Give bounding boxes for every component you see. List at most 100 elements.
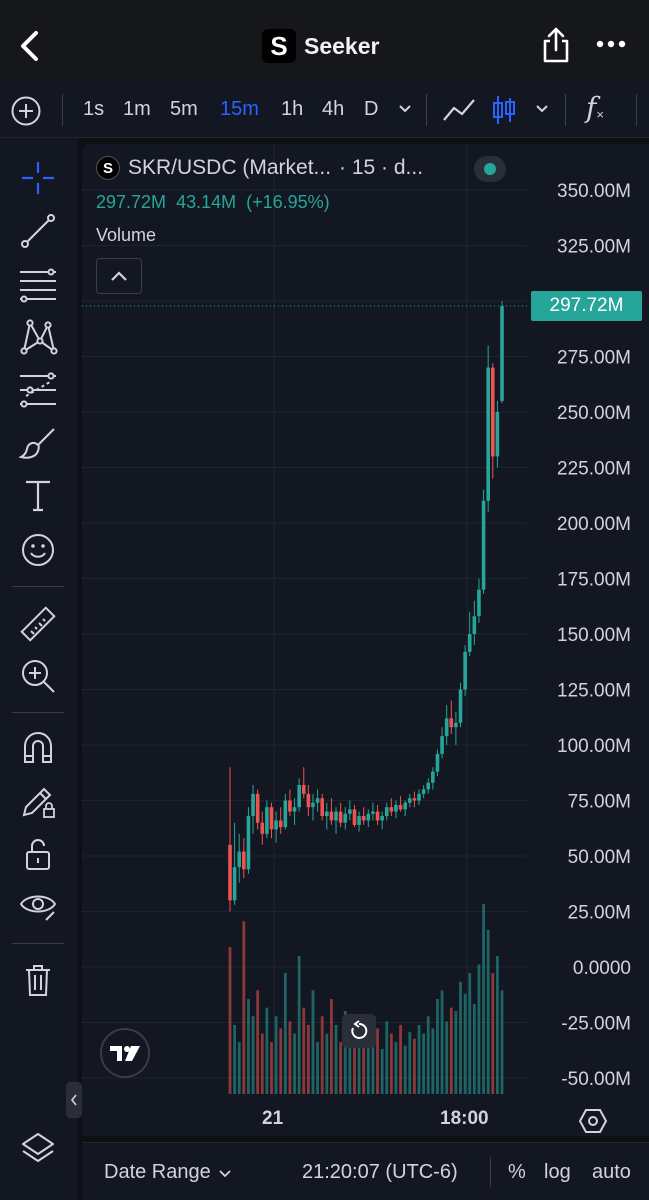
volume-bar — [422, 1033, 426, 1094]
status-dot-icon — [484, 163, 496, 175]
timeframe-1m[interactable]: 1m — [123, 98, 151, 120]
market-status-indicator[interactable] — [474, 156, 506, 182]
hide-drawings-tool[interactable] — [18, 886, 58, 926]
toolbar-collapse-button[interactable] — [66, 1082, 82, 1118]
volume-bar — [399, 1024, 402, 1094]
timeframe-15m[interactable]: 15m — [220, 98, 259, 120]
magnet-tool[interactable] — [18, 728, 58, 768]
price-axis-label: 0.0000 — [573, 958, 631, 979]
magnet-icon — [24, 732, 52, 763]
ruler-icon — [20, 606, 56, 642]
candle-body — [265, 807, 269, 834]
logo-letter: S — [270, 30, 288, 61]
log-scale-toggle[interactable]: log — [544, 1161, 571, 1183]
auto-scale-toggle[interactable]: auto — [592, 1161, 631, 1183]
crosshair-tool[interactable] — [18, 158, 58, 198]
candle-body — [361, 816, 366, 821]
candle-body — [500, 306, 504, 401]
candle-body — [348, 809, 352, 814]
volume-bar — [463, 993, 467, 1094]
percent-scale-toggle[interactable]: % — [508, 1161, 526, 1183]
legend-price: 297.72M — [96, 192, 167, 212]
layers-icon — [22, 1133, 54, 1162]
timeframe-5m[interactable]: 5m — [170, 98, 198, 120]
candle-body — [371, 811, 375, 814]
candle-body — [380, 816, 384, 821]
share-button[interactable] — [540, 26, 572, 64]
add-symbol-button[interactable] — [10, 95, 42, 127]
reset-chart-button[interactable] — [342, 1014, 376, 1048]
candle-body — [389, 807, 394, 812]
legend-symbol-row[interactable]: S SKR/USDC (Market... · 15 · d... — [96, 156, 423, 180]
volume-bar — [247, 999, 250, 1094]
volume-bar — [468, 973, 472, 1094]
candle-body — [490, 367, 495, 457]
indicators-button[interactable]: f × — [586, 91, 604, 124]
volume-bar — [288, 1021, 292, 1094]
volume-bar — [436, 999, 439, 1094]
remove-drawings-tool[interactable] — [18, 960, 58, 1000]
time-axis-label: 18:00 — [440, 1108, 489, 1129]
candle-body — [343, 813, 348, 823]
zoom-tool[interactable] — [18, 656, 58, 696]
chart-panel[interactable]: 350.00M 325.00M 275.00M 250.00M 225.00M 200.0… — [82, 144, 649, 1136]
candle-body — [412, 798, 417, 801]
trend-line-tool[interactable] — [18, 211, 58, 251]
line-chart-icon[interactable] — [441, 94, 477, 126]
chevron-down-icon[interactable] — [535, 103, 549, 115]
chart-settings-button[interactable] — [578, 1106, 608, 1136]
candle-body — [394, 804, 398, 812]
divider — [636, 94, 637, 126]
timeframe-4h[interactable]: 4h — [322, 98, 345, 120]
candlestick-icon[interactable] — [491, 94, 517, 126]
back-button[interactable] — [14, 28, 46, 64]
volume-bar — [376, 1028, 379, 1094]
candle-body — [398, 804, 403, 810]
candle-body — [486, 367, 490, 501]
lock-tool[interactable] — [18, 834, 58, 874]
price-axis-label: 25.00M — [568, 903, 631, 924]
volume-bar — [348, 1033, 352, 1094]
forecast-tool[interactable] — [18, 370, 58, 410]
price-chart[interactable]: 350.00M 325.00M 275.00M 250.00M 225.00M 200.0… — [82, 144, 649, 1136]
timeframe-1h[interactable]: 1h — [281, 98, 304, 120]
object-tree-tool[interactable] — [18, 1128, 58, 1168]
volume-bar — [413, 1038, 416, 1094]
legend-interval: · 15 · d... — [339, 156, 424, 179]
volume-bar — [311, 990, 315, 1094]
volume-bar — [389, 1033, 393, 1094]
text-tool[interactable] — [18, 476, 58, 516]
volume-bar — [500, 990, 504, 1094]
brush-tool[interactable] — [18, 423, 58, 463]
volume-bar — [459, 981, 462, 1094]
candle-body — [269, 807, 274, 830]
tradingview-logo[interactable] — [100, 1028, 150, 1078]
volume-bar — [482, 904, 485, 1094]
emoji-tool[interactable] — [18, 530, 58, 570]
timeframe-1s[interactable]: 1s — [83, 98, 105, 120]
pattern-tool[interactable] — [18, 317, 58, 357]
candle-body — [449, 718, 454, 728]
lock-drawings-tool[interactable] — [18, 781, 58, 821]
divider — [12, 943, 64, 944]
chevron-down-icon[interactable] — [398, 103, 412, 115]
fib-retracement-tool[interactable] — [18, 264, 58, 304]
more-button[interactable] — [596, 34, 626, 54]
price-axis-label: 275.00M — [557, 348, 631, 369]
legend-change-pct: (+16.95%) — [246, 192, 330, 212]
date-range-button[interactable]: Date Range — [104, 1161, 231, 1184]
measure-tool[interactable] — [18, 604, 58, 644]
legend-collapse-button[interactable] — [96, 258, 142, 294]
volume-bar — [293, 1033, 296, 1094]
candle-body — [246, 816, 251, 870]
timezone-clock[interactable]: 21:20:07 (UTC-6) — [302, 1161, 458, 1183]
legend-change: 43.14M — [176, 192, 237, 212]
timeframe-d[interactable]: D — [364, 98, 379, 120]
candle-body — [255, 793, 260, 823]
symbol-logo-icon: S — [96, 156, 120, 180]
candle-body — [403, 802, 407, 810]
candle-body — [375, 811, 380, 821]
candle-body — [421, 789, 426, 794]
volume-bar — [297, 955, 301, 1094]
chevron-left-icon — [70, 1094, 77, 1106]
